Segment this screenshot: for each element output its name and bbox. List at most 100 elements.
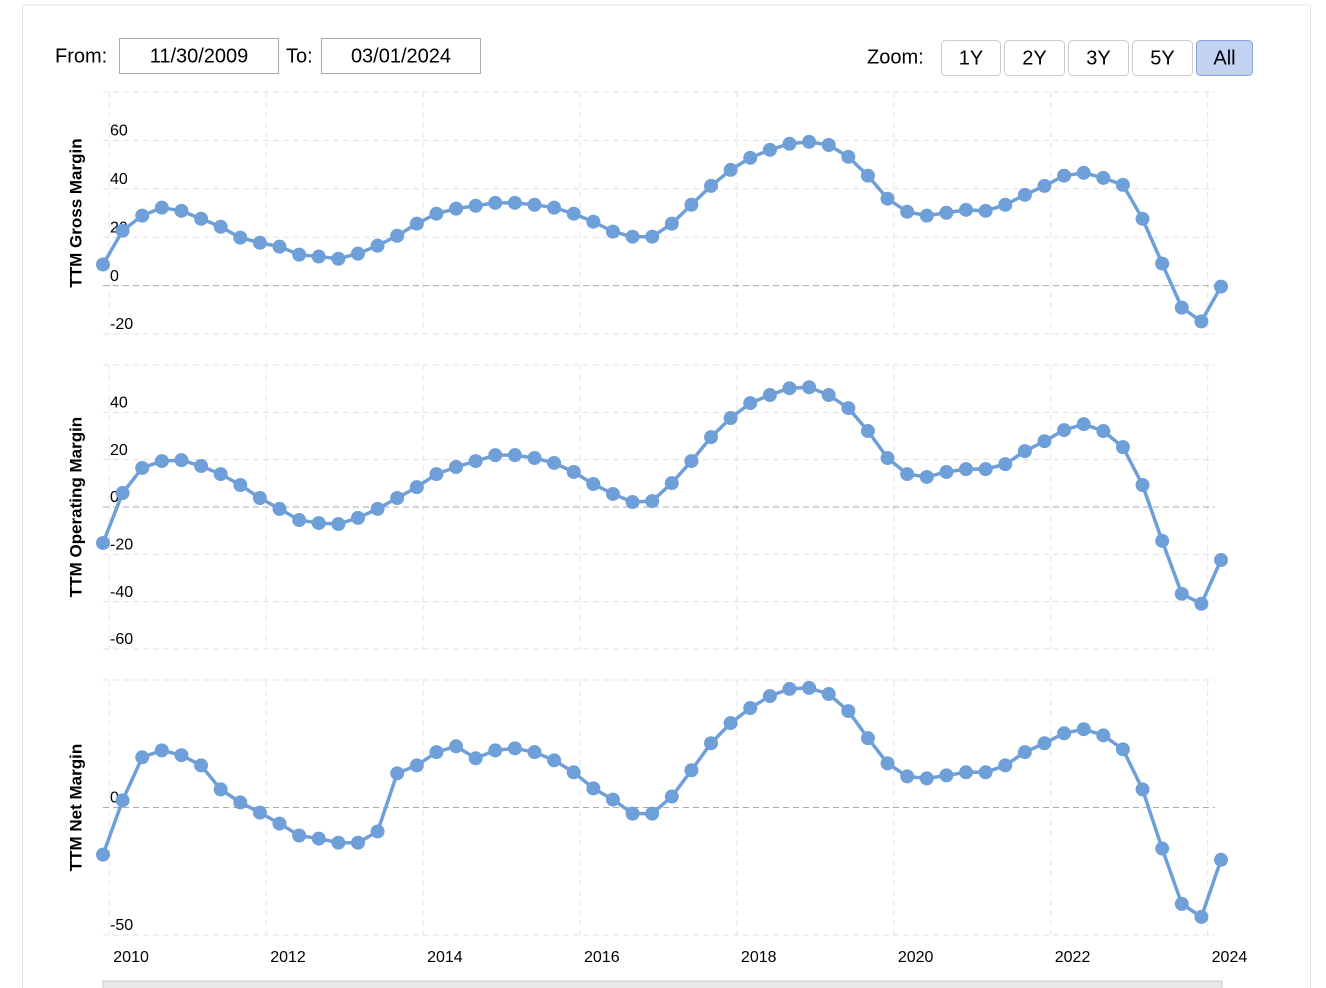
data-point <box>1135 477 1150 492</box>
data-point <box>566 464 581 479</box>
y-tick-label: 40 <box>110 171 128 188</box>
data-point <box>1155 533 1170 548</box>
data-point <box>625 495 640 510</box>
data-point <box>449 201 464 216</box>
data-point <box>1115 742 1130 757</box>
data-point <box>762 689 777 704</box>
line-series <box>101 686 1223 919</box>
data-point <box>1214 852 1228 867</box>
data-point <box>900 204 915 219</box>
data-point <box>409 216 424 231</box>
data-point <box>135 208 150 223</box>
data-point <box>272 816 287 831</box>
from-input[interactable] <box>119 38 279 74</box>
data-point <box>1037 434 1052 449</box>
data-point <box>939 464 954 479</box>
data-point <box>586 781 601 796</box>
data-point <box>154 454 169 469</box>
x-tick-label: 2022 <box>1055 949 1091 966</box>
data-point <box>959 765 974 780</box>
data-point <box>743 150 758 165</box>
data-point <box>1155 256 1170 271</box>
y-tick-label: -20 <box>110 316 133 333</box>
data-point <box>841 149 856 164</box>
zoom-button[interactable] <box>1004 40 1065 76</box>
data-point <box>880 756 895 771</box>
data-point <box>350 246 365 261</box>
data-point <box>1096 424 1111 439</box>
data-point <box>252 491 267 506</box>
data-point <box>468 751 483 766</box>
to-input[interactable] <box>321 38 481 74</box>
data-point <box>409 758 424 773</box>
data-point <box>802 680 817 695</box>
x-tick-label: 2024 <box>1212 949 1248 966</box>
data-point <box>1037 736 1052 751</box>
zoom-button-label[interactable]: 5Y <box>1150 47 1174 69</box>
data-point <box>292 247 307 262</box>
data-point <box>1194 909 1209 924</box>
zoom-button[interactable] <box>1132 40 1193 76</box>
data-point <box>1174 586 1189 601</box>
from-value[interactable]: 11/30/2009 <box>150 45 249 67</box>
data-point <box>821 388 836 403</box>
data-point <box>743 701 758 716</box>
data-point <box>1115 177 1130 192</box>
data-point <box>880 451 895 466</box>
data-point <box>468 198 483 213</box>
data-point <box>782 681 797 696</box>
data-point <box>821 137 836 152</box>
data-point <box>292 513 307 528</box>
data-point <box>939 768 954 783</box>
data-point <box>1115 440 1130 455</box>
data-point <box>468 454 483 469</box>
data-point <box>390 766 405 781</box>
zoom-button-label[interactable]: 3Y <box>1086 47 1110 69</box>
to-label: To: <box>286 45 313 67</box>
y-tick-label: -40 <box>110 584 133 601</box>
data-point <box>429 745 444 760</box>
data-point <box>252 805 267 820</box>
data-point <box>488 743 503 758</box>
zoom-button-label[interactable]: 2Y <box>1022 47 1046 69</box>
data-point <box>547 455 562 470</box>
zoom-button[interactable] <box>1068 40 1129 76</box>
navigator[interactable] <box>102 980 1223 988</box>
data-point <box>860 168 875 183</box>
data-point <box>1076 165 1091 180</box>
data-point <box>684 197 699 212</box>
data-point <box>978 203 993 218</box>
data-point <box>194 758 209 773</box>
data-point <box>1057 726 1072 741</box>
data-point <box>154 743 169 758</box>
data-point <box>272 501 287 516</box>
y-tick-label: 60 <box>110 123 128 140</box>
data-point <box>762 388 777 403</box>
data-point <box>625 229 640 244</box>
zoom-button-label[interactable]: All <box>1213 47 1235 69</box>
zoom-button[interactable] <box>941 40 1001 76</box>
data-point <box>1096 170 1111 185</box>
data-point <box>939 205 954 220</box>
y-tick-label: 0 <box>110 268 119 285</box>
x-tick-label: 2014 <box>427 949 463 966</box>
zoom-button[interactable] <box>1196 40 1253 76</box>
data-point <box>959 202 974 217</box>
data-point <box>115 223 130 238</box>
data-point <box>449 460 464 475</box>
data-point <box>664 476 679 491</box>
data-point <box>331 835 346 850</box>
to-value[interactable]: 03/01/2024 <box>351 45 451 67</box>
data-point <box>370 501 385 516</box>
data-point <box>409 480 424 495</box>
data-point <box>135 750 150 765</box>
data-point <box>1076 417 1091 432</box>
y-tick-label: -20 <box>110 537 133 554</box>
data-point <box>645 806 660 821</box>
data-point <box>919 469 934 484</box>
data-point <box>547 753 562 768</box>
data-point <box>527 451 542 466</box>
data-point <box>311 516 326 531</box>
data-point <box>233 795 248 810</box>
zoom-button-label[interactable]: 1Y <box>959 47 983 69</box>
